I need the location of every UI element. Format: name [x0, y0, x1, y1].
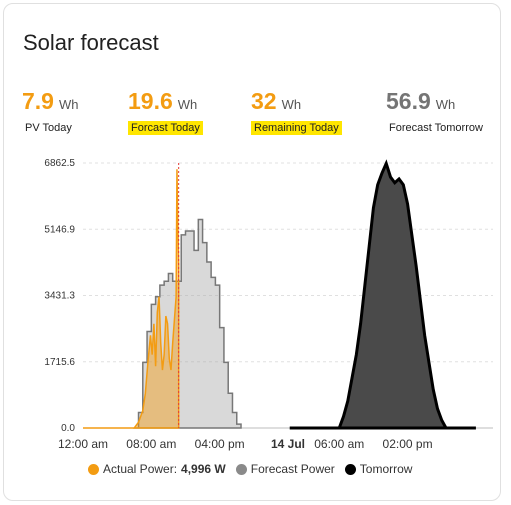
stat-label: Remaining Today	[251, 121, 342, 135]
stat-label: Forecast Tomorrow	[389, 122, 483, 134]
stat-value: 32	[251, 88, 277, 114]
x-axis: 12:00 am 08:00 am 04:00 pm 14 Jul 06:00 am 02…	[58, 437, 433, 451]
x-tick-label: 14 Jul	[271, 437, 305, 451]
tomorrow-area	[337, 159, 449, 430]
stat-unit: Wh	[177, 97, 198, 112]
forecast-power-area	[134, 218, 242, 429]
x-tick-label: 08:00 am	[126, 437, 176, 451]
legend-actual-label: Actual Power:	[103, 462, 178, 476]
stat-pv-today[interactable]: 7.9 Wh PV Today	[22, 88, 78, 136]
legend-actual-power[interactable]: Actual Power: 4,996 W	[88, 462, 226, 476]
solar-chart[interactable]: 6862.5 5146.9 3431.3 1715.6 0.0 12:00 am 08:0…	[3, 150, 498, 455]
stat-label: PV Today	[25, 122, 72, 134]
x-tick-label: 02:00 pm	[383, 437, 433, 451]
card-title: Solar forecast	[23, 30, 159, 55]
x-tick-label: 06:00 am	[314, 437, 364, 451]
stat-unit: Wh	[58, 97, 79, 112]
legend-dot-actual	[88, 463, 99, 475]
y-tick-label: 3431.3	[44, 291, 75, 302]
stat-forecast-today[interactable]: 19.6 Wh Forcast Today	[128, 88, 203, 136]
stat-value: 56.9	[386, 88, 431, 114]
x-tick-label: 12:00 am	[58, 437, 108, 451]
legend-actual-value: 4,996 W	[181, 462, 226, 476]
legend-dot-forecast	[235, 463, 247, 475]
legend-tomorrow[interactable]: Tomorrow	[344, 462, 413, 476]
solar-forecast-card: Solar forecast 7.9 Wh PV Today 19.6 Wh For…	[3, 3, 501, 501]
stat-value: 19.6	[128, 88, 173, 114]
stat-value: 7.9	[22, 88, 54, 114]
stat-label: Forcast Today	[128, 121, 203, 135]
y-tick-label: 6862.5	[44, 158, 75, 169]
y-tick-label: 1715.6	[44, 357, 75, 368]
y-axis: 6862.5 5146.9 3431.3 1715.6 0.0	[44, 158, 75, 434]
chart-legend: Actual Power: 4,996 W Forecast Power Tom…	[88, 462, 416, 476]
legend-forecast-power[interactable]: Forecast Power	[235, 462, 335, 476]
x-tick-label: 04:00 pm	[195, 437, 245, 451]
actual-power-area	[132, 169, 180, 429]
legend-forecast-label: Forecast Power	[250, 462, 335, 476]
chart-series	[83, 159, 476, 430]
stat-remaining-today[interactable]: 32 Wh Remaining Today	[251, 88, 342, 136]
y-tick-label: 5146.9	[44, 224, 75, 235]
stat-unit: Wh	[281, 97, 302, 112]
y-tick-label: 0.0	[61, 423, 75, 434]
stat-forecast-tomorrow[interactable]: 56.9 Wh Forecast Tomorrow	[386, 88, 486, 136]
legend-dot-tomorrow	[344, 463, 356, 475]
legend-tomorrow-label: Tomorrow	[359, 462, 413, 476]
stat-unit: Wh	[435, 97, 456, 112]
